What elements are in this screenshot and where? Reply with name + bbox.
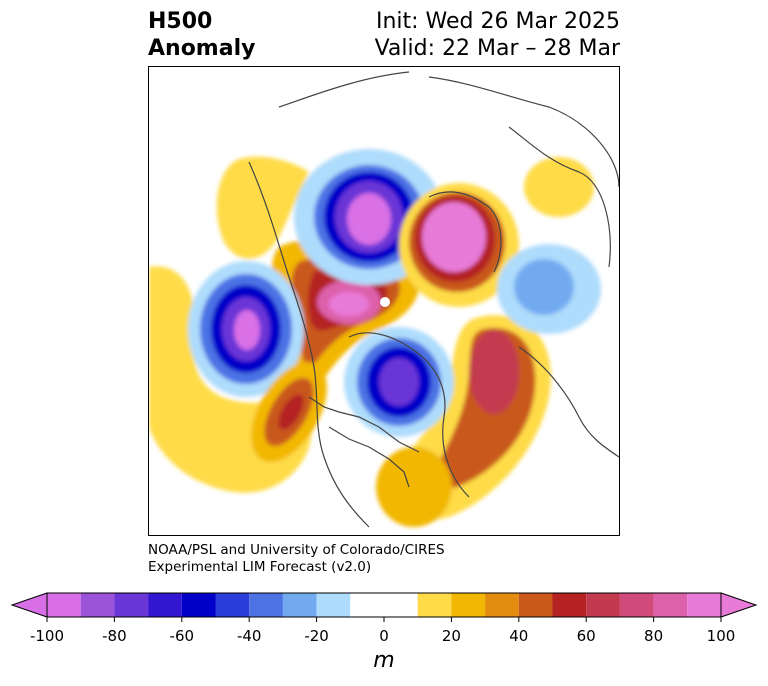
colorbar-unit: m: [373, 648, 395, 673]
colorbar-tick-label: 40: [509, 627, 529, 645]
positive-anomaly-southeast-us: [376, 447, 452, 527]
colorbar-tick-label: -20: [304, 627, 329, 645]
colorbar-extend-low: [10, 592, 48, 618]
credit-text: NOAA/PSL and University of Colorado/CIRE…: [148, 542, 445, 576]
credit-line-2: Experimental LIM Forecast (v2.0): [148, 559, 372, 575]
colorbar-tick-label: 80: [644, 627, 664, 645]
colorbar-bin: [148, 593, 182, 617]
colorbar-bin: [282, 593, 317, 617]
colorbar-tick-label: 20: [441, 627, 461, 645]
colorbar-bin: [114, 593, 149, 617]
positive-anomaly-greenland-core: [422, 202, 486, 272]
colorbar-tick-label: 100: [706, 627, 736, 645]
colorbar-tick-label: -100: [29, 627, 65, 645]
colorbar-bin: [619, 593, 654, 617]
anomaly-fields: [149, 149, 601, 527]
valid-range: Valid: 22 Mar – 28 Mar: [374, 36, 620, 61]
variable-label: H500: [148, 9, 213, 34]
positive-anomaly-siberia: [524, 157, 594, 217]
colorbar-bin: [653, 593, 688, 617]
positive-anomaly-west-us-core: [278, 394, 304, 430]
positive-anomaly-atlantic-core: [469, 330, 519, 414]
positive-anomaly-alaska-peak: [329, 292, 369, 316]
colorbar-bin: [417, 593, 452, 617]
colorbar-tick-label: -80: [102, 627, 127, 645]
anomaly-map: [148, 66, 620, 536]
colorbar-bin: [47, 593, 81, 617]
colorbar-bin: [518, 593, 553, 617]
colorbar-tick-label: 0: [379, 627, 389, 645]
init-date: Init: Wed 26 Mar 2025: [375, 9, 620, 34]
colorbar-bin: [485, 593, 519, 617]
colorbar-bin: [350, 593, 418, 617]
colorbar-tick-label: -60: [169, 627, 195, 645]
credit-line-1: NOAA/PSL and University of Colorado/CIRE…: [148, 542, 445, 558]
negative-anomaly-hudson-core: [379, 358, 419, 406]
colorbar-bin: [687, 593, 721, 617]
colorbar-bin: [215, 593, 250, 617]
date-info: Init: Wed 26 Mar 2025 Valid: 22 Mar – 28…: [375, 8, 620, 62]
colorbar-bin: [181, 593, 216, 617]
negative-anomaly-pacific-core: [234, 310, 260, 350]
coastlines: [248, 71, 619, 528]
colorbar-tick-label: -40: [236, 627, 262, 645]
map-title: H500 Anomaly: [148, 8, 255, 62]
colorbar: [10, 592, 758, 622]
colorbar-bin: [552, 593, 587, 617]
negative-anomaly-europe-core: [514, 259, 574, 315]
map-canvas: [149, 71, 619, 528]
colorbar-tick-label: 60: [576, 627, 596, 645]
colorbar-extend-high: [720, 592, 758, 618]
colorbar-bin: [451, 593, 486, 617]
colorbar-bin: [80, 593, 115, 617]
anomaly-label: Anomaly: [148, 36, 256, 61]
negative-anomaly-arctic-core: [347, 193, 391, 245]
north-pole-marker: [380, 297, 390, 307]
colorbar-bin: [249, 593, 283, 617]
colorbar-bin: [316, 593, 351, 617]
colorbar-bin: [586, 593, 620, 617]
positive-anomaly-northwest: [216, 156, 309, 259]
